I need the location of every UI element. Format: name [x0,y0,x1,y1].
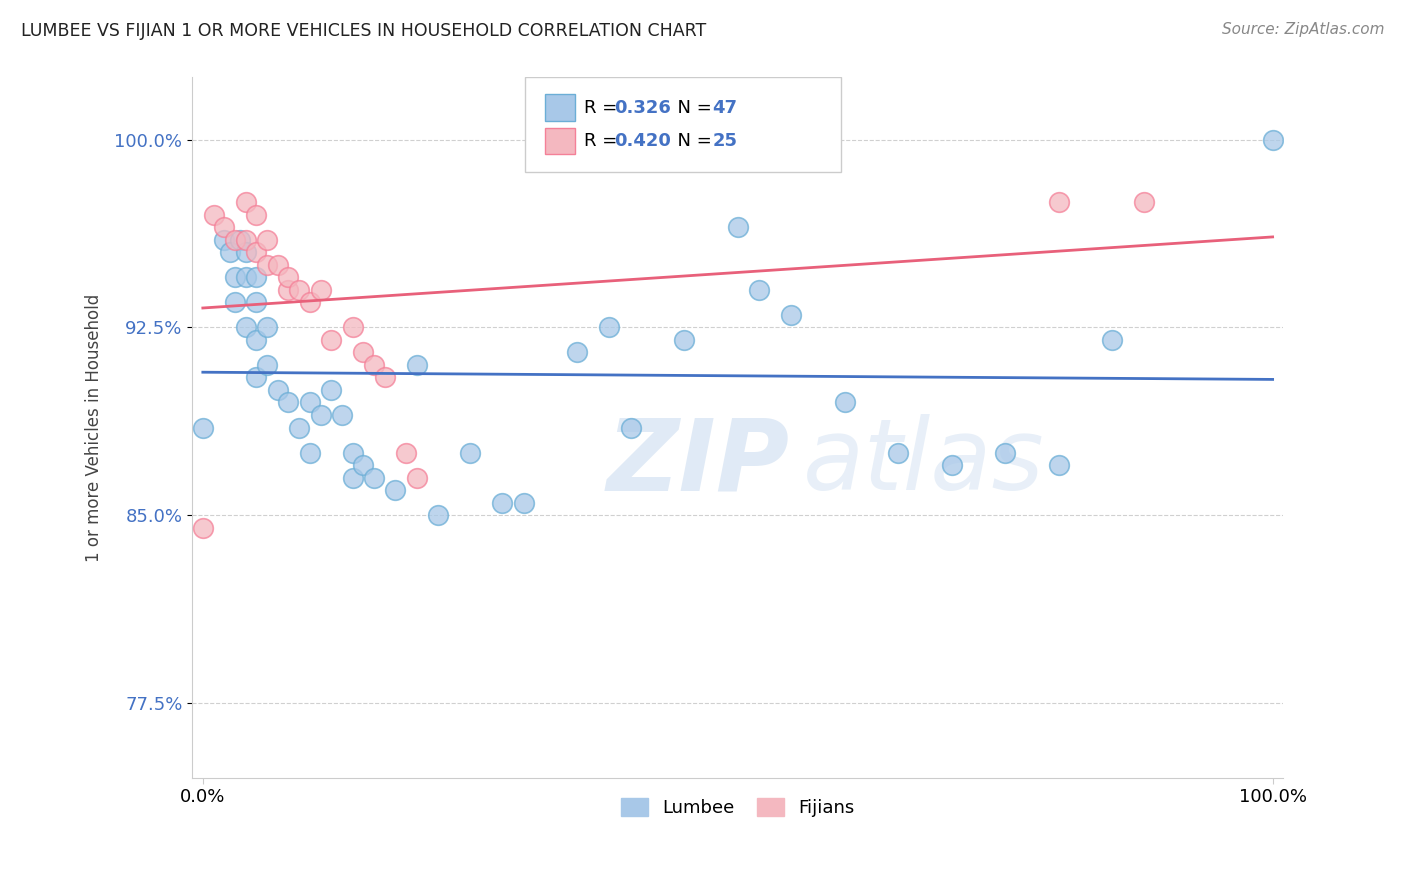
Point [513,495,536,509]
Point [288,283,311,297]
Point [1047,458,1070,472]
Point [342,470,364,484]
Text: R =: R = [583,98,623,117]
Point [352,458,374,472]
Point [395,445,418,459]
Y-axis label: 1 or more Vehicles in Household: 1 or more Vehicles in Household [86,293,103,562]
Point [342,445,364,459]
Point [212,233,235,247]
Point [245,295,267,310]
Point [245,333,267,347]
Point [256,358,278,372]
Point [363,470,385,484]
Point [834,395,856,409]
Point [342,320,364,334]
Point [202,208,225,222]
Point [352,345,374,359]
Point [491,495,513,509]
FancyBboxPatch shape [544,128,575,154]
Legend: Lumbee, Fijians: Lumbee, Fijians [614,790,862,824]
Text: R =: R = [583,132,623,150]
Point [256,233,278,247]
Point [245,270,267,285]
Point [218,245,240,260]
Text: LUMBEE VS FIJIAN 1 OR MORE VEHICLES IN HOUSEHOLD CORRELATION CHART: LUMBEE VS FIJIAN 1 OR MORE VEHICLES IN H… [21,22,706,40]
Point [235,245,257,260]
Point [673,333,696,347]
Point [405,470,427,484]
Point [1101,333,1123,347]
Point [1133,195,1156,210]
Point [277,270,299,285]
Point [267,383,290,397]
Point [267,258,290,272]
Point [277,283,299,297]
Point [235,195,257,210]
Point [994,445,1017,459]
Point [298,445,321,459]
Point [321,333,343,347]
FancyBboxPatch shape [524,78,841,172]
Text: N =: N = [665,98,717,117]
Point [191,520,214,534]
Point [780,308,803,322]
Point [298,395,321,409]
Point [212,220,235,235]
FancyBboxPatch shape [544,95,575,120]
Point [245,245,267,260]
Point [405,358,427,372]
Point [384,483,406,497]
Point [235,270,257,285]
Point [277,395,299,409]
Point [229,233,252,247]
Point [245,370,267,384]
Point [567,345,589,359]
Text: atlas: atlas [803,414,1045,511]
Point [1047,195,1070,210]
Point [298,295,321,310]
Text: 0.326: 0.326 [614,98,671,117]
Point [245,208,267,222]
Text: ZIP: ZIP [607,414,790,511]
Point [458,445,481,459]
Point [224,295,246,310]
Point [224,233,246,247]
Point [235,233,257,247]
Point [427,508,450,522]
Point [887,445,910,459]
Point [309,408,332,422]
Point [321,383,343,397]
Text: Source: ZipAtlas.com: Source: ZipAtlas.com [1222,22,1385,37]
Point [288,420,311,434]
Point [256,258,278,272]
Text: 25: 25 [713,132,738,150]
Point [224,270,246,285]
Text: N =: N = [665,132,717,150]
Point [941,458,963,472]
Point [256,320,278,334]
Point [235,320,257,334]
Text: 0.420: 0.420 [614,132,671,150]
Point [330,408,353,422]
Point [191,420,214,434]
Point [363,358,385,372]
Point [309,283,332,297]
Point [1261,133,1284,147]
Point [598,320,620,334]
Text: 47: 47 [713,98,738,117]
Point [727,220,749,235]
Point [374,370,396,384]
Point [748,283,770,297]
Point [620,420,643,434]
